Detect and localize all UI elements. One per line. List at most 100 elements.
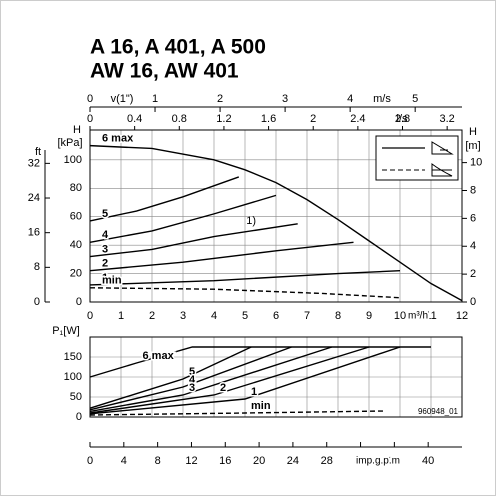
x-tick-label: 8 <box>335 310 341 322</box>
series-label: 4 <box>102 229 109 241</box>
series-label: min <box>251 400 271 412</box>
y-tick-label: 50 <box>70 391 82 403</box>
series-line <box>89 223 298 258</box>
gpm-tick-label: 0 <box>87 455 93 467</box>
series-label: 3 <box>189 382 195 394</box>
x-tick-label: 12 <box>456 310 468 322</box>
gpm-axis-label: imp.g.p.m <box>356 456 400 467</box>
ft-tick-label: 32 <box>28 157 40 169</box>
y-tick-label: 0 <box>76 411 82 423</box>
series-line <box>89 346 292 411</box>
legend-icon <box>431 163 453 177</box>
flow-tick-label: 1.6 <box>261 113 276 125</box>
gpm-tick-label: 8 <box>155 455 161 467</box>
velocity-tick-label: 3 <box>282 93 288 105</box>
y-axis-label: P₁[W] <box>52 325 80 337</box>
series-line <box>89 346 401 415</box>
flow-tick-label: 3.2 <box>440 113 455 125</box>
x-tick-label: 10 <box>394 310 406 322</box>
ft-tick-label: 0 <box>34 296 40 308</box>
y-tick-label: 150 <box>64 351 82 363</box>
gpm-tick-label: 28 <box>321 455 333 467</box>
ft-tick-label: 16 <box>28 227 40 239</box>
series-line <box>89 346 370 414</box>
series-label: 3 <box>102 243 108 255</box>
y-tick-label: 40 <box>70 239 82 251</box>
y2-tick-label: 10 <box>470 157 482 169</box>
legend-icon <box>431 141 454 155</box>
series-line <box>89 346 333 413</box>
gpm-tick-label: 36 <box>388 455 400 467</box>
velocity-axis-label: v(1") <box>111 93 134 105</box>
annotation: 1) <box>246 215 256 227</box>
series-line <box>89 410 385 416</box>
velocity-tick-label: 0 <box>87 93 93 105</box>
y-tick-label: 80 <box>70 182 82 194</box>
y2-tick-label: 4 <box>470 240 476 252</box>
y2-tick-label: 6 <box>470 212 476 224</box>
velocity-tick-label: 5 <box>412 93 418 105</box>
flow-tick-label: 0 <box>87 113 93 125</box>
y2-tick-label: 8 <box>470 184 476 196</box>
x-tick-label: 2 <box>149 310 155 322</box>
x-tick-label: 11 <box>425 310 436 322</box>
series-line <box>89 346 252 409</box>
flow-tick-label: 2.4 <box>350 113 365 125</box>
series-line <box>89 270 401 286</box>
gpm-tick-label: 32 <box>354 455 366 467</box>
y2-tick-label: 0 <box>470 296 476 308</box>
series-label: 4 <box>189 374 196 386</box>
velocity-tick-label: 2 <box>217 93 223 105</box>
x-tick-label: 6 <box>273 310 279 322</box>
x-tick-label: 4 <box>211 310 217 322</box>
x-tick-label: 0 <box>87 310 93 322</box>
flow-tick-label: 1.2 <box>216 113 231 125</box>
gpm-tick-label: 4 <box>121 455 127 467</box>
gpm-tick-label: 20 <box>253 455 265 467</box>
series-label: 6 max <box>143 350 175 362</box>
series-line <box>89 287 401 299</box>
y-tick-label: 60 <box>70 211 82 223</box>
series-label: 1 <box>251 386 257 398</box>
series-label: 2 <box>220 382 226 394</box>
series-label: 1 <box>102 272 108 284</box>
x-tick-label: 5 <box>242 310 248 322</box>
chart-title: A 16, A 401, A 500 <box>90 36 266 59</box>
gpm-tick-label: 12 <box>185 455 197 467</box>
ft-axis-label: ft <box>35 146 41 158</box>
series-line <box>89 346 431 378</box>
flow-tick-label: 2 <box>310 113 316 125</box>
y-axis-unit: [kPa] <box>57 137 82 149</box>
y-tick-label: 100 <box>64 371 82 383</box>
ft-tick-label: 8 <box>34 261 40 273</box>
x-axis-label: m³/h <box>408 311 428 322</box>
series-label: 5 <box>102 208 108 220</box>
gpm-tick-label: 16 <box>219 455 231 467</box>
series-label: 2 <box>102 258 108 270</box>
x-tick-label: 1 <box>118 310 124 322</box>
y-tick-label: 100 <box>64 154 82 166</box>
x-tick-label: 3 <box>180 310 186 322</box>
velocity-axis-unit: m/s <box>373 93 391 105</box>
velocity-tick-label: 4 <box>347 93 353 105</box>
flow-tick-label: 0.8 <box>172 113 187 125</box>
chart-subtitle: AW 16, AW 401 <box>90 60 239 83</box>
ft-tick-label: 24 <box>28 192 40 204</box>
flow-tick-label: 2.8 <box>395 113 410 125</box>
y-tick-label: 20 <box>70 267 82 279</box>
series-label: 6 max <box>102 133 134 145</box>
gpm-tick-label: 40 <box>422 455 434 467</box>
series-line <box>89 194 277 243</box>
figure-code: 960948_01 <box>418 407 459 416</box>
y2-axis-label: H <box>469 126 477 138</box>
series-line <box>89 176 240 222</box>
y-axis-label: H <box>73 124 81 136</box>
flow-tick-label: 0.4 <box>127 113 142 125</box>
plot-area <box>89 129 463 303</box>
x-tick-label: 7 <box>304 310 310 322</box>
series-line <box>89 144 463 302</box>
x-tick-label: 9 <box>366 310 372 322</box>
flow-axis-unit: l/s <box>397 113 409 125</box>
